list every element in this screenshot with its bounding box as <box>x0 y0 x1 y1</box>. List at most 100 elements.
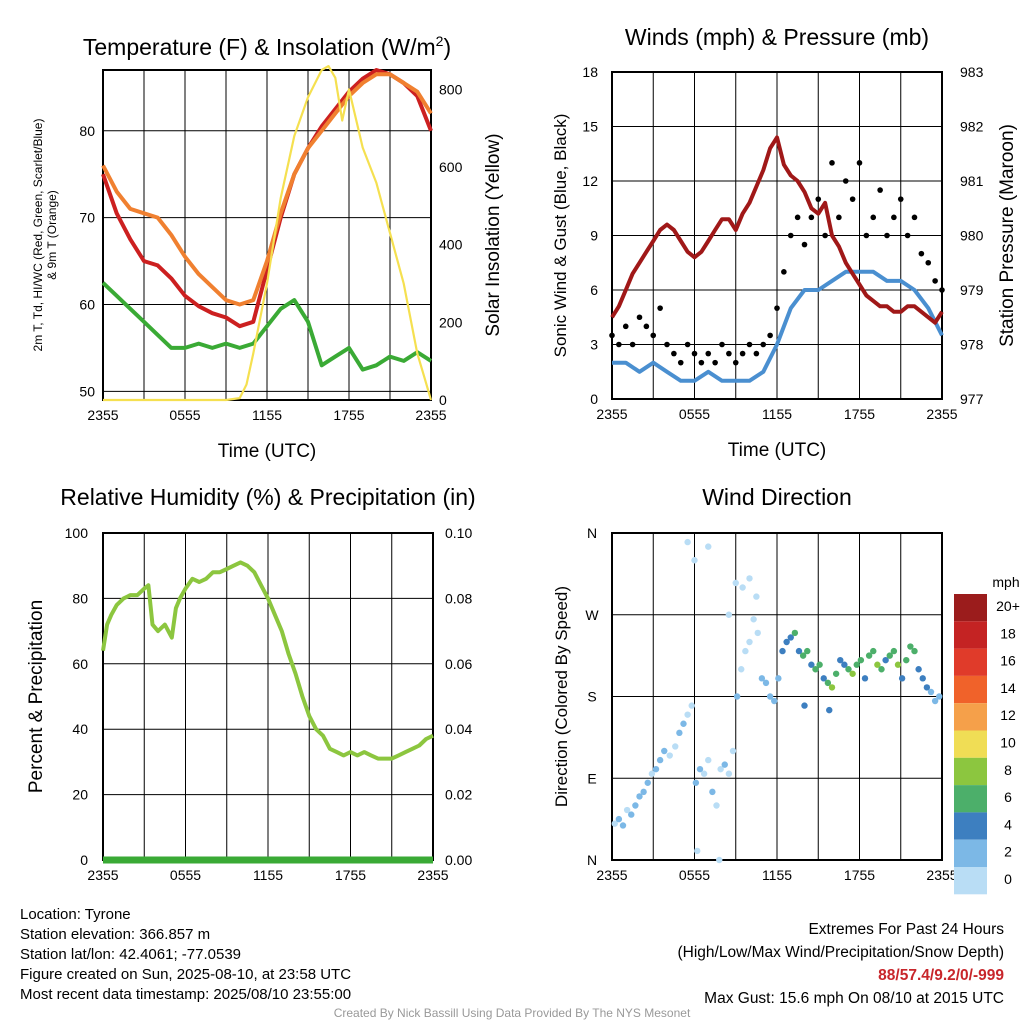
legend-swatch <box>954 648 987 676</box>
direction-point <box>640 788 647 796</box>
gust-point <box>932 278 938 284</box>
y-axis-label: Sonic Wind & Gust (Blue, Black) <box>551 114 570 358</box>
gust-point <box>918 250 925 257</box>
legend-swatch <box>954 621 987 649</box>
x-tick-label: 0555 <box>679 406 710 422</box>
y-tick-label: 18 <box>582 64 598 80</box>
direction-point <box>738 666 745 673</box>
legend-swatch <box>954 730 987 758</box>
direction-point <box>717 765 724 773</box>
gust-point <box>609 332 615 339</box>
x-tick-label: 1755 <box>844 867 875 883</box>
x-tick-label: 1155 <box>762 867 792 883</box>
direction-point <box>870 647 877 655</box>
direction-point <box>903 656 910 664</box>
direction-point <box>619 822 627 829</box>
gust-point <box>622 323 629 330</box>
y-tick-label: E <box>587 770 596 786</box>
direction-point <box>882 656 889 664</box>
legend-swatch <box>954 867 987 895</box>
direction-point <box>898 675 906 682</box>
gust-point <box>760 341 767 348</box>
gust-point <box>753 350 760 357</box>
direction-point <box>907 643 914 650</box>
y-tick-label: 100 <box>65 525 89 541</box>
direction-point <box>623 806 631 814</box>
x-tick-label: 1155 <box>762 406 792 422</box>
gust-point <box>767 332 773 339</box>
y-tick-label: 15 <box>582 119 598 135</box>
y-right-tick-label: 979 <box>960 282 984 298</box>
direction-point <box>632 802 639 809</box>
direction-point <box>911 647 918 655</box>
x-tick-label: 2355 <box>87 407 118 423</box>
direction-point <box>801 702 808 709</box>
gust-point <box>808 214 815 221</box>
legend-title: mph <box>992 574 1019 590</box>
plot-frame <box>102 532 434 861</box>
gust-point <box>684 341 691 348</box>
direction-point <box>684 711 691 718</box>
plot-frame <box>611 532 943 861</box>
legend-swatch <box>954 757 987 786</box>
legend-label: 4 <box>1004 816 1012 832</box>
series-solar-insolation <box>103 65 433 402</box>
gust-point <box>856 160 863 166</box>
direction-point <box>615 815 623 823</box>
y-right-tick-label: 0 <box>439 392 447 408</box>
direction-point <box>652 765 660 773</box>
y-right-tick-label: 800 <box>439 81 463 97</box>
direction-point <box>878 666 885 673</box>
direction-point <box>824 679 832 687</box>
chart-panel-3: Relative Humidity (%) & Precipitation (i… <box>26 484 476 883</box>
direction-point <box>732 579 739 587</box>
x-tick-label: 1755 <box>333 407 364 423</box>
extremes-info: Extremes For Past 24 Hours (High/Low/Max… <box>678 918 1005 1010</box>
gust-point <box>774 305 780 311</box>
gust-point <box>801 241 808 248</box>
credit-text: Created By Nick Bassill Using Data Provi… <box>333 1006 691 1020</box>
chart-title: Winds (mph) & Pressure (mb) <box>625 24 929 50</box>
gust-point <box>664 341 670 348</box>
direction-point <box>746 575 753 582</box>
y-tick-label: 12 <box>582 173 598 189</box>
direction-point <box>762 679 770 687</box>
direction-point <box>661 747 668 755</box>
direction-point <box>857 656 865 664</box>
recent-data-text: Most recent data timestamp: 2025/08/10 2… <box>20 986 352 1003</box>
y-tick-label: 0 <box>80 852 88 868</box>
direction-point <box>725 611 733 618</box>
gust-point <box>691 350 698 357</box>
x-tick-label: 2355 <box>417 867 448 883</box>
legend-label: 14 <box>1000 680 1016 696</box>
direction-point <box>729 747 737 755</box>
chart-title: Wind Direction <box>702 484 852 510</box>
direction-point <box>849 670 856 677</box>
legend-label: 10 <box>1000 735 1016 751</box>
direction-point <box>804 647 811 655</box>
gust-point <box>877 187 883 193</box>
gust-point <box>726 350 732 357</box>
direction-point <box>709 788 716 796</box>
direction-point <box>766 693 774 700</box>
y-tick-label: 0 <box>590 391 598 407</box>
direction-point <box>886 652 893 659</box>
direction-point <box>775 675 782 682</box>
extremes-title: Extremes For Past 24 Hours <box>808 921 1004 938</box>
direction-point <box>787 634 794 641</box>
latlon-text: Station lat/lon: 42.4061; -77.0539 <box>20 946 242 963</box>
y-right-tick-label: 400 <box>439 237 463 253</box>
y-tick-label: N <box>587 525 597 541</box>
legend-label: 12 <box>1000 707 1016 723</box>
elevation-text: Station elevation: 366.857 m <box>20 926 211 943</box>
direction-point <box>812 666 819 673</box>
direction-point <box>931 697 939 705</box>
x-tick-label: 2355 <box>926 406 957 422</box>
direction-point <box>746 638 753 646</box>
location-text: Location: Tyrone <box>20 906 131 923</box>
direction-point <box>644 779 651 786</box>
direction-point <box>672 743 679 750</box>
direction-point <box>758 675 766 682</box>
